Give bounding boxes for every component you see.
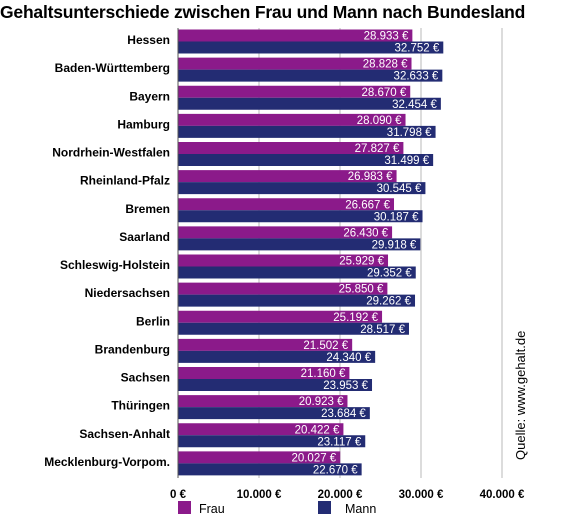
- bar-mann: [178, 238, 421, 251]
- data-label: 25.192 €: [333, 312, 378, 324]
- bar-frau: [178, 142, 404, 154]
- data-label: 22.670 €: [313, 464, 358, 476]
- category-label: Rheinland-Pfalz: [80, 174, 170, 188]
- bar-mann: [178, 154, 434, 166]
- bar-frau: [178, 367, 350, 379]
- bar-mann: [178, 69, 443, 82]
- legend-label-frau: Frau: [199, 502, 225, 516]
- data-label: 28.828 €: [363, 59, 408, 71]
- data-label: 21.502 €: [303, 340, 348, 352]
- source-annotation: Quelle: www.gehalt.de: [513, 331, 528, 460]
- category-label: Sachsen-Anhalt: [79, 427, 170, 441]
- category-label: Hamburg: [117, 117, 170, 131]
- legend: Frau Mann: [178, 501, 376, 516]
- category-label: Bayern: [129, 89, 170, 103]
- x-tick-label: 10.000 €: [237, 489, 282, 501]
- bar-mann: [178, 125, 436, 138]
- category-label: Brandenburg: [95, 342, 170, 356]
- bar-mann: [178, 407, 370, 420]
- data-label: 23.684 €: [321, 408, 366, 420]
- bar-layer: [178, 29, 444, 476]
- data-label: 31.499 €: [384, 155, 429, 167]
- bar-frau: [178, 29, 413, 42]
- data-label: 30.545 €: [377, 183, 422, 195]
- bar-frau: [178, 113, 406, 126]
- data-label: 30.187 €: [374, 211, 419, 223]
- bar-frau: [178, 395, 348, 408]
- x-tick-label: 30.000 €: [399, 489, 444, 501]
- bar-frau: [178, 254, 389, 267]
- bar-mann: [178, 294, 416, 307]
- category-label: Berlin: [136, 314, 170, 328]
- data-label: 32.752 €: [395, 43, 440, 55]
- bar-frau: [178, 57, 412, 70]
- bar-frau: [178, 170, 397, 183]
- legend-label-mann: Mann: [345, 502, 376, 516]
- data-label: 27.827 €: [355, 143, 400, 155]
- bar-frau: [178, 226, 393, 239]
- bar-mann: [178, 210, 423, 223]
- axis-layer: 0 € 10.000 € 20.000 € 30.000 € 40.000 €: [170, 28, 525, 501]
- data-label: 31.798 €: [387, 127, 432, 139]
- data-label: 26.983 €: [348, 171, 393, 183]
- bar-mann: [178, 379, 373, 391]
- category-label: Thüringen: [111, 399, 170, 413]
- x-tick-label: 20.000 €: [318, 489, 363, 501]
- data-label: 25.929 €: [339, 256, 384, 268]
- chart-title: Gehaltsunterschiede zwischen Frau und Ma…: [0, 2, 526, 22]
- data-label: 32.454 €: [392, 99, 437, 111]
- bar-frau: [178, 423, 344, 436]
- category-label: Baden-Württemberg: [55, 61, 170, 75]
- bar-mann: [178, 350, 376, 363]
- data-label: 29.918 €: [372, 239, 417, 251]
- data-label: 24.340 €: [326, 352, 371, 364]
- data-label: 20.027 €: [291, 452, 336, 464]
- x-tick-label: 40.000 €: [480, 489, 525, 501]
- category-label: Schleswig-Holstein: [60, 258, 170, 272]
- category-label: Saarland: [119, 230, 170, 244]
- bar-mann: [178, 97, 441, 110]
- legend-swatch-mann: [318, 501, 331, 514]
- bar-frau: [178, 282, 388, 295]
- bar-mann: [178, 41, 444, 54]
- bar-mann: [178, 322, 409, 335]
- data-label: 29.352 €: [367, 268, 412, 280]
- bar-mann: [178, 266, 416, 279]
- x-tick-label: 0 €: [170, 489, 187, 501]
- category-label: Sachsen: [121, 371, 170, 385]
- data-label: 23.953 €: [323, 380, 368, 392]
- data-label: 25.850 €: [339, 284, 384, 296]
- category-label: Mecklenburg-Vorpom.: [44, 455, 170, 469]
- legend-swatch-frau: [178, 501, 191, 514]
- data-label: 32.633 €: [394, 71, 439, 83]
- category-label: Hessen: [127, 33, 170, 47]
- data-label: 29.262 €: [366, 296, 411, 308]
- bar-frau: [178, 310, 383, 323]
- label-layer: Hessen 28.933 €32.752 € Baden-Württemberg 2…: [44, 31, 440, 477]
- bar-mann: [178, 463, 362, 476]
- category-label: Bremen: [125, 202, 170, 216]
- data-label: 28.090 €: [357, 115, 402, 127]
- category-label: Niedersachsen: [85, 286, 170, 300]
- bar-frau: [178, 198, 395, 211]
- data-label: 28.933 €: [364, 31, 409, 43]
- bar-frau: [178, 451, 341, 464]
- data-label: 26.667 €: [345, 199, 390, 211]
- data-label: 20.923 €: [299, 396, 344, 408]
- data-label: 28.670 €: [361, 87, 406, 99]
- bar-frau: [178, 338, 353, 351]
- data-label: 26.430 €: [343, 227, 388, 239]
- data-label: 23.117 €: [317, 436, 362, 448]
- data-label: 20.422 €: [295, 424, 340, 436]
- bar-mann: [178, 435, 366, 448]
- data-label: 28.517 €: [360, 324, 405, 336]
- bar-frau: [178, 85, 411, 98]
- data-label: 21.160 €: [301, 368, 346, 380]
- bar-mann: [178, 182, 426, 195]
- category-label: Nordrhein-Westfalen: [52, 146, 170, 160]
